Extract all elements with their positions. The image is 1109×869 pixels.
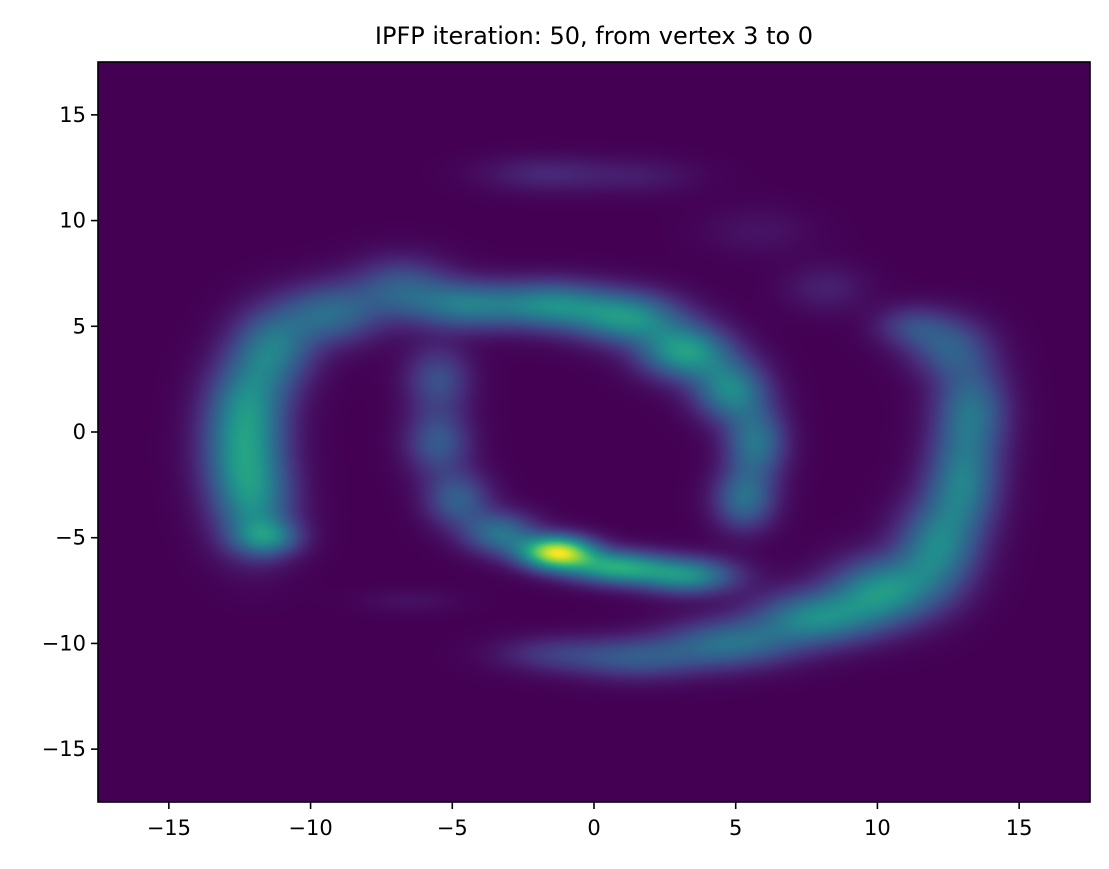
chart-title: IPFP iteration: 50, from vertex 3 to 0: [375, 22, 813, 50]
x-tick-label: 10: [864, 816, 891, 840]
x-tick-label: −5: [437, 816, 468, 840]
y-tick-label: 0: [73, 420, 86, 444]
y-tick-label: −5: [55, 526, 86, 550]
density-heatmap: [98, 62, 1090, 802]
plot-area: [97, 61, 1091, 803]
y-tick-label: −15: [42, 737, 86, 761]
x-tick-label: 0: [587, 816, 600, 840]
x-tick-label: 15: [1006, 816, 1033, 840]
y-tick-label: 10: [59, 209, 86, 233]
x-axis: −15 −10 −5 0 5 10 15: [147, 802, 1033, 840]
y-tick-label: 5: [73, 314, 86, 338]
x-tick-label: 5: [729, 816, 742, 840]
x-tick-label: −15: [147, 816, 191, 840]
y-tick-label: −10: [42, 631, 86, 655]
y-tick-label: 15: [59, 103, 86, 127]
x-tick-label: −10: [288, 816, 332, 840]
y-axis: −15 −10 −5 0 5 10 15: [42, 103, 98, 761]
